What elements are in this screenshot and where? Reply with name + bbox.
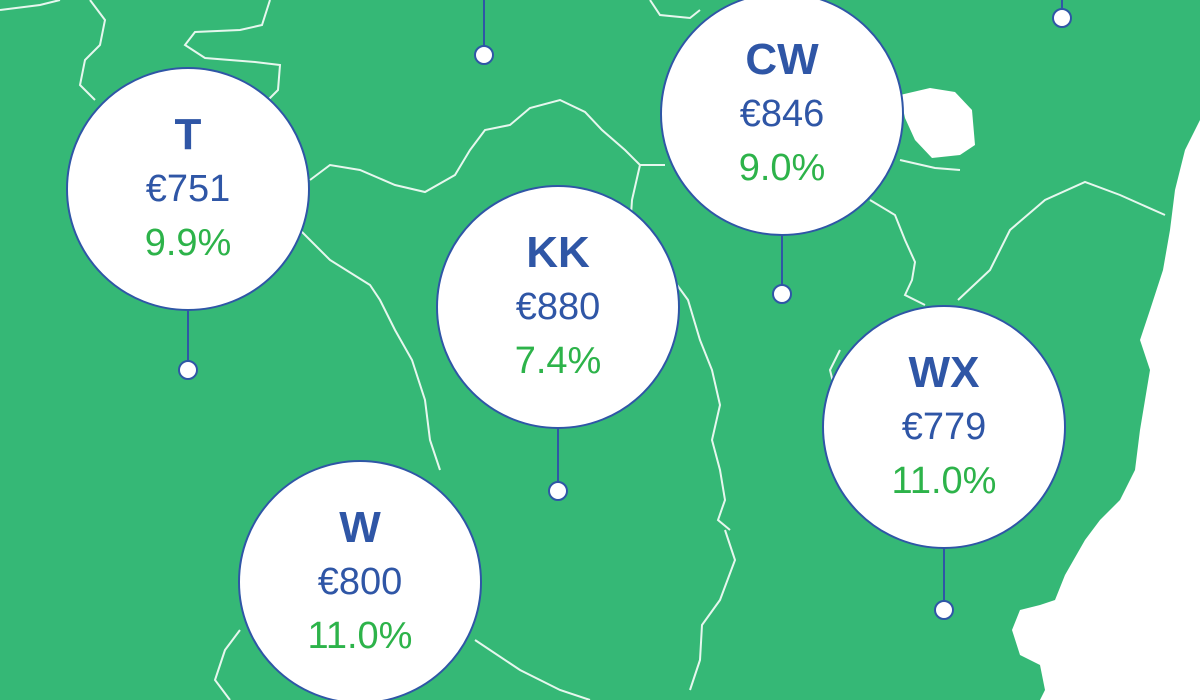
coast-sea-area — [1012, 120, 1200, 700]
county-borders — [0, 0, 1166, 700]
location-dot-top-center[interactable] — [474, 45, 494, 65]
county-code: T — [174, 110, 202, 159]
average-price: €800 — [317, 561, 403, 603]
average-price: €880 — [515, 286, 601, 328]
coast-inlet — [900, 88, 975, 158]
marker-dots — [178, 8, 1072, 620]
county-code: W — [339, 503, 381, 552]
county-bubble-w[interactable]: W €800 11.0% — [238, 460, 482, 700]
location-dot-t[interactable] — [178, 360, 198, 380]
county-bubble-wx[interactable]: WX €779 11.0% — [822, 305, 1066, 549]
price-change: 9.0% — [738, 147, 826, 189]
county-bubble-kk[interactable]: KK €880 7.4% — [436, 185, 680, 429]
price-change: 7.4% — [514, 340, 602, 382]
average-price: €779 — [901, 406, 987, 448]
price-change: 11.0% — [891, 460, 997, 502]
county-bubble-cw[interactable]: CW €846 9.0% — [660, 0, 904, 236]
county-bubble-t[interactable]: T €751 9.9% — [66, 67, 310, 311]
average-price: €751 — [145, 168, 231, 210]
price-change: 11.0% — [307, 615, 413, 657]
price-change: 9.9% — [144, 222, 232, 264]
county-code: KK — [526, 228, 590, 277]
county-code: CW — [745, 35, 819, 84]
average-price: €846 — [739, 93, 825, 135]
location-dot-top-right[interactable] — [1052, 8, 1072, 28]
location-dot-wx[interactable] — [934, 600, 954, 620]
location-dot-cw[interactable] — [772, 284, 792, 304]
county-code: WX — [908, 348, 980, 397]
location-dot-kk[interactable] — [548, 481, 568, 501]
